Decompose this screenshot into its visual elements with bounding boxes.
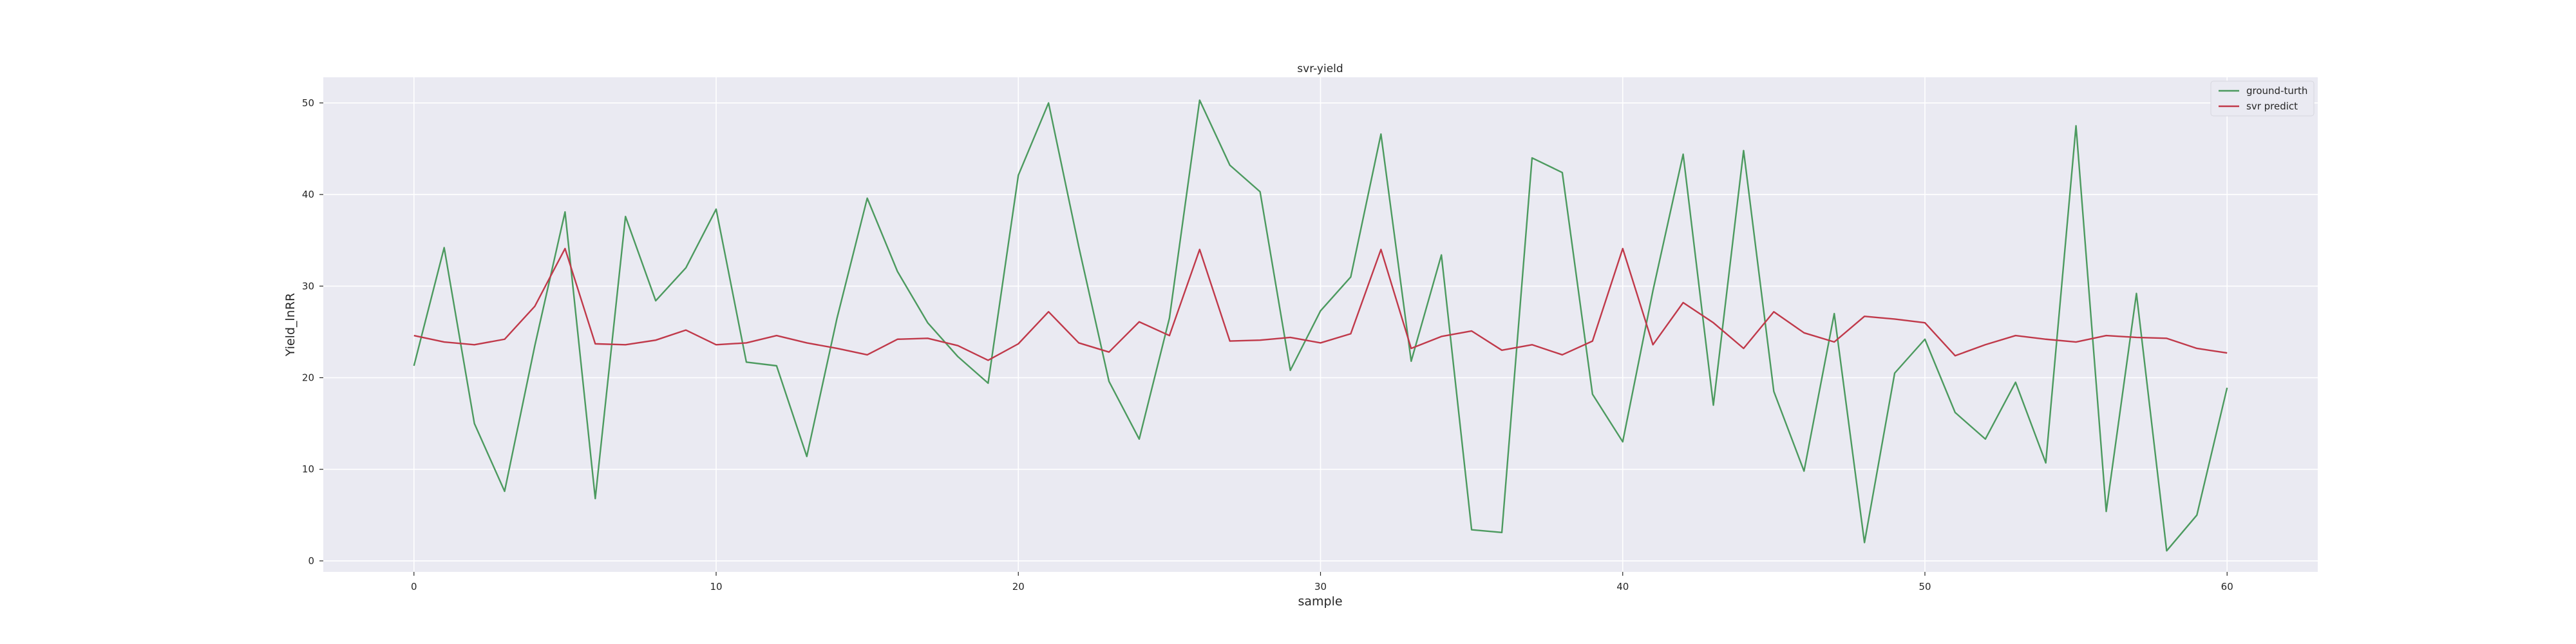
series-layer	[413, 99, 2228, 552]
y-tick-label: 40	[302, 189, 314, 200]
legend-box	[2210, 80, 2315, 117]
series-line-svr-predict	[413, 247, 2228, 361]
y-tick-label: 50	[302, 97, 314, 109]
x-tick-label: 50	[1918, 581, 1931, 592]
series-line-ground-turth	[413, 99, 2228, 552]
y-tick-label: 20	[302, 372, 314, 383]
y-tick-label: 0	[308, 555, 314, 567]
legend-label-svr-predict: svr predict	[2246, 100, 2298, 112]
grid	[323, 77, 2318, 572]
y-axis-label: Yield_lnRR	[283, 293, 298, 357]
x-tick-label: 40	[1616, 581, 1629, 592]
x-tick-label: 30	[1314, 581, 1327, 592]
legend: ground-turth svr predict	[2210, 80, 2315, 117]
axis-ticks: 0 10 20 30 40 50 60 0 10 20 30 40 50	[302, 97, 2233, 592]
y-tick-label: 10	[302, 464, 314, 475]
y-tick-label: 30	[302, 280, 314, 292]
legend-label-ground-turth: ground-turth	[2246, 85, 2307, 97]
x-tick-label: 10	[710, 581, 722, 592]
x-axis-label: sample	[1298, 594, 1342, 609]
x-tick-label: 0	[411, 581, 417, 592]
chart-title: svr-yield	[1297, 62, 1343, 75]
x-tick-label: 60	[2221, 581, 2233, 592]
x-tick-label: 20	[1012, 581, 1025, 592]
